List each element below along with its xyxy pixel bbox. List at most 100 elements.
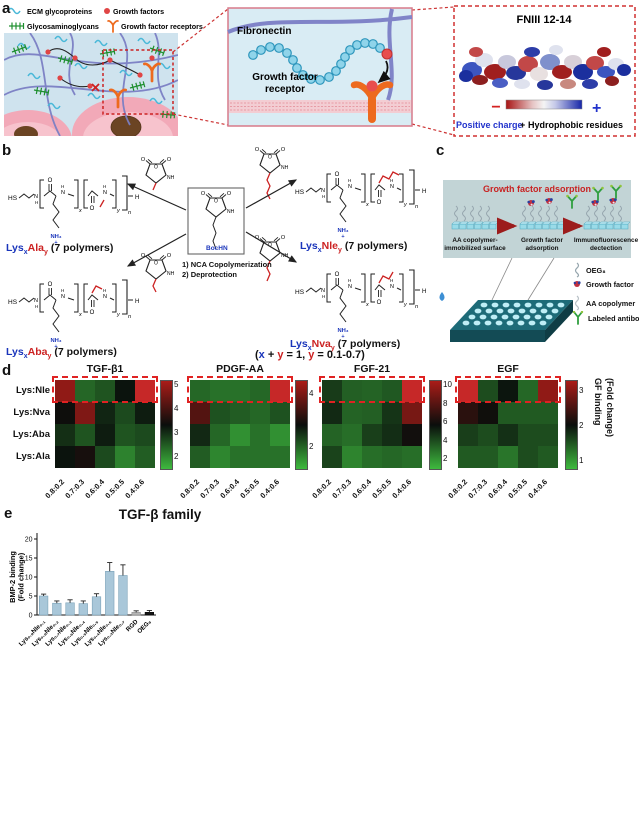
heatmap-cell bbox=[95, 424, 115, 446]
panel-c: c Growth factor adsorption AA copolymer-… bbox=[432, 142, 639, 362]
polymer-structure-lysnle bbox=[294, 169, 427, 241]
heatmap-cell bbox=[498, 380, 518, 402]
heatmap-cell bbox=[210, 380, 230, 402]
copolymer-icon bbox=[574, 295, 580, 311]
highlight-dashed-box bbox=[319, 376, 425, 403]
electrostatic-colorbar bbox=[505, 99, 583, 110]
heatmap-cell bbox=[250, 402, 270, 424]
colorbar-tick: 4 bbox=[309, 388, 314, 398]
receptor-label-line2: receptor bbox=[265, 84, 305, 95]
oeg-icon bbox=[574, 262, 580, 278]
colorbar-tick: 2 bbox=[443, 454, 448, 464]
panel-a-graphic: ECM glycoproteins Growth factors Glycosa… bbox=[4, 5, 636, 137]
panel-e: e TGF-β family 0 5 10 15 20 BMP-2 binding (Fold … bbox=[0, 505, 320, 665]
fibronectin-label: Fibronectin bbox=[237, 26, 291, 37]
svg-text:0: 0 bbox=[29, 612, 33, 619]
panel-a-legend: ECM glycoproteins Growth factors Glycosa… bbox=[7, 7, 203, 33]
heatmap-cell bbox=[478, 446, 498, 468]
panel-b: HS NH O NH₃ + HN x O HN y n H bbox=[0, 142, 432, 362]
nca-monomer-nva bbox=[254, 234, 290, 282]
fibronectin-bead-chain bbox=[248, 38, 385, 85]
bar bbox=[39, 595, 49, 616]
plate-connectors bbox=[491, 257, 555, 301]
legend-label: Glycosaminoglycans bbox=[27, 22, 99, 31]
heatmap-cell bbox=[458, 380, 478, 402]
heatmap-colorbar bbox=[160, 380, 173, 470]
panel-letter-e: e bbox=[4, 505, 13, 522]
colorbar-axis-label: GF binding (Fold change) bbox=[592, 378, 615, 473]
panel-h bbox=[320, 665, 639, 824]
stage-caption-1: AA copolymer-immobilized surface bbox=[444, 237, 506, 252]
caption-plus: + bbox=[520, 120, 525, 130]
bar bbox=[91, 596, 102, 616]
heatmap-cell bbox=[95, 402, 115, 424]
svg-text:5: 5 bbox=[29, 593, 33, 600]
heatmap-cell bbox=[402, 446, 422, 468]
lys-text: Lys bbox=[6, 242, 24, 254]
heatmap-cell bbox=[322, 424, 342, 446]
zoom-connector-lines bbox=[172, 6, 455, 136]
heatmap-cell bbox=[270, 380, 290, 402]
heatmap-cell bbox=[75, 380, 95, 402]
lysine-nca-box: BocHN bbox=[187, 187, 245, 255]
heatmap-cell bbox=[362, 446, 382, 468]
heatmap-cell bbox=[402, 380, 422, 402]
heatmap-cell bbox=[75, 446, 95, 468]
heatmap-colorbar bbox=[565, 380, 578, 470]
polymer-label-lysnva: LysxNvay (7 polymers) bbox=[290, 338, 401, 353]
bar bbox=[78, 603, 88, 616]
heatmap-cell bbox=[342, 424, 362, 446]
formula-segment: y bbox=[308, 349, 315, 361]
stage-caption-3: Immunofluorescence dectection bbox=[573, 237, 639, 252]
heatmap-cell bbox=[382, 446, 402, 468]
heatmap-cell bbox=[458, 424, 478, 446]
heatmap-cell bbox=[382, 402, 402, 424]
panel-d-heatmaps: d Lys:Nle Lys:Nva Lys:Aba Lys:Ala TGF-β1 2 3 4 5… bbox=[0, 362, 639, 505]
heatmap-cell bbox=[478, 380, 498, 402]
polymer-label-lysaba: LysxAbay (7 polymers) bbox=[6, 346, 117, 361]
svg-text:10: 10 bbox=[25, 574, 33, 581]
heatmap-row-label: Lys:Ala bbox=[16, 451, 50, 462]
svg-text:BMP-2 binding: BMP-2 binding bbox=[8, 551, 17, 603]
nca-monomer-nle bbox=[254, 146, 290, 200]
heatmap-cell bbox=[210, 402, 230, 424]
formula-segment: x bbox=[258, 349, 265, 361]
bochn-label: BocHN bbox=[206, 245, 228, 252]
colorbar-tick: 2 bbox=[579, 421, 584, 431]
colorbar-axis-label-line: (Fold change) bbox=[605, 378, 615, 437]
formula-segment: = 1, bbox=[283, 349, 309, 361]
heatmap-cell bbox=[518, 424, 538, 446]
heatmap-cell bbox=[250, 424, 270, 446]
family-title: TGF-β family bbox=[118, 507, 202, 522]
colorbar-tick: 8 bbox=[443, 398, 448, 408]
formula-segment: y bbox=[277, 349, 284, 361]
heatmap-cell bbox=[538, 424, 558, 446]
heatmap-cell bbox=[115, 424, 135, 446]
polymer-structure-lysaba bbox=[7, 279, 140, 351]
heatmap-cell bbox=[270, 446, 290, 468]
polymer-structure-lysala bbox=[7, 175, 140, 247]
panel-g bbox=[0, 665, 320, 824]
assay-box bbox=[443, 180, 631, 258]
minus-sign: − bbox=[491, 99, 500, 116]
hydrophobic-label: Hydrophobic residues bbox=[528, 120, 623, 130]
heatmap-cell bbox=[538, 402, 558, 424]
heatmap-row-label: Lys:Nle bbox=[16, 385, 50, 396]
legend-aa-copolymer: AA copolymer bbox=[572, 295, 635, 311]
heatmap-cell bbox=[518, 446, 538, 468]
colorbar-axis-label-line: GF binding bbox=[593, 378, 603, 426]
svg-text:20: 20 bbox=[25, 536, 33, 543]
heatmap-cell bbox=[322, 380, 342, 402]
highlight-dashed-box bbox=[52, 376, 158, 403]
heatmap-cell bbox=[382, 424, 402, 446]
zoom-region-box bbox=[102, 49, 174, 115]
nca-monomer-aba bbox=[140, 252, 176, 293]
heatmap-cell bbox=[190, 380, 210, 402]
svg-text:(Fold change): (Fold change) bbox=[17, 552, 26, 601]
formula-segment: ( bbox=[255, 349, 259, 361]
colorbar-tick: 4 bbox=[443, 435, 448, 445]
heatmap-title: FGF-21 bbox=[353, 363, 391, 375]
heatmap-cell bbox=[115, 380, 135, 402]
heatmap-cell bbox=[230, 402, 250, 424]
heatmap-cell bbox=[230, 424, 250, 446]
